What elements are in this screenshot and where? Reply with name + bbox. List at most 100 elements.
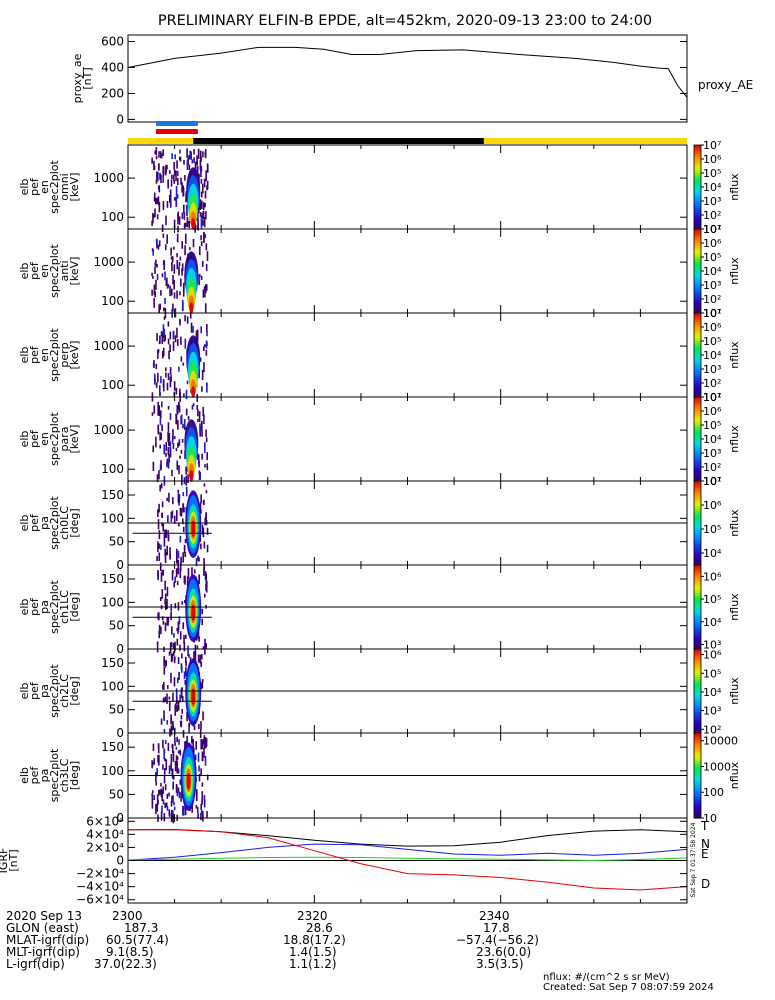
data-speckle: [181, 653, 183, 659]
data-speckle: [176, 784, 178, 793]
y-tick-label: 1000: [93, 339, 124, 353]
colorbar-segment: [694, 695, 701, 699]
y-tick-label: −4×10⁴: [76, 880, 124, 894]
data-speckle: [188, 723, 190, 734]
data-speckle: [186, 380, 189, 385]
data-speckle: [192, 739, 194, 750]
data-speckle: [155, 197, 157, 205]
colorbar-tick-label: 10⁵: [703, 167, 721, 180]
data-speckle: [178, 739, 180, 745]
colorbar-segment: [694, 212, 701, 216]
data-speckle: [182, 362, 185, 366]
data-speckle: [206, 544, 209, 553]
data-speckle: [171, 510, 174, 519]
data-speckle: [151, 289, 153, 296]
data-speckle: [176, 177, 179, 186]
data-speckle: [177, 550, 180, 559]
data-speckle: [160, 572, 163, 582]
data-speckle: [202, 289, 205, 298]
data-speckle: [196, 645, 199, 650]
colorbar-segment: [694, 502, 701, 505]
data-speckle: [159, 335, 161, 344]
data-speckle: [169, 344, 171, 353]
data-speckle: [205, 263, 208, 271]
colorbar-segment: [694, 726, 701, 729]
data-speckle: [192, 238, 195, 248]
data-speckle: [185, 193, 187, 203]
data-speckle: [162, 569, 164, 576]
data-speckle: [162, 347, 165, 357]
legend-D: D: [701, 877, 710, 891]
data-speckle: [201, 751, 204, 762]
colorbar-segment: [694, 551, 701, 554]
data-speckle: [162, 684, 164, 690]
data-speckle: [174, 603, 177, 609]
data-speckle: [180, 177, 182, 185]
colorbar-segment: [694, 630, 701, 634]
data-speckle: [179, 779, 182, 785]
colorbar-segment: [694, 492, 701, 496]
colorbar-segment: [694, 147, 701, 151]
data-speckle: [173, 180, 176, 184]
data-speckle: [167, 321, 170, 327]
data-speckle: [167, 685, 169, 689]
colorbar-segment: [694, 425, 701, 428]
colorbar-segment: [694, 541, 701, 545]
colorbar-segment: [694, 616, 701, 620]
data-speckle: [151, 790, 154, 794]
data-speckle: [159, 410, 162, 419]
data-speckle: [171, 256, 174, 263]
elfin-summary-plot: PRELIMINARY ELFIN-B EPDE, alt=452km, 202…: [0, 13, 753, 905]
data-speckle: [166, 201, 169, 208]
colorbar-tick-label: 10³: [703, 638, 721, 651]
colorbar-segment: [694, 658, 701, 662]
data-speckle: [173, 677, 176, 687]
colorbar-segment: [694, 380, 701, 384]
data-speckle: [182, 492, 185, 497]
data-speckle: [180, 666, 183, 673]
data-speckle: [168, 492, 170, 503]
data-speckle: [161, 589, 164, 599]
data-speckle: [171, 435, 174, 441]
data-speckle: [203, 346, 205, 352]
colorbar-segment: [694, 331, 701, 335]
data-speckle: [201, 453, 203, 460]
colorbar-segment: [694, 581, 701, 585]
data-speckle: [201, 654, 203, 660]
data-speckle: [197, 220, 199, 231]
data-speckle: [172, 330, 175, 340]
data-speckle: [170, 653, 173, 663]
colorbar-segment: [694, 229, 701, 232]
data-speckle: [167, 179, 169, 189]
colorbar-segment: [694, 334, 701, 337]
data-speckle: [157, 541, 159, 553]
colorbar-segment: [694, 792, 701, 795]
colorbar-segment: [694, 569, 701, 573]
data-speckle: [163, 813, 166, 822]
data-speckle: [182, 810, 185, 816]
data-speckle: [204, 737, 207, 749]
panel-proxy-ae: 0 200 400 600 proxy_ae[nT] proxy_AE: [71, 34, 753, 126]
colorbar-segment: [694, 637, 701, 641]
colorbar-segment: [694, 583, 701, 587]
colorbar-segment: [694, 567, 701, 571]
data-speckle: [198, 765, 200, 772]
data-speckle: [163, 728, 166, 734]
data-speckle: [205, 211, 207, 220]
data-speckle: [175, 688, 178, 697]
colorbar-tick-label: 10⁵: [703, 593, 721, 606]
y-axis-label: perp: [58, 342, 71, 367]
y-axis-label: pef: [28, 345, 41, 364]
data-speckle: [204, 517, 207, 526]
data-speckle: [195, 558, 198, 567]
colorbar-segment: [694, 700, 701, 704]
colorbar-segment: [694, 469, 701, 473]
data-speckle: [180, 508, 183, 517]
data-speckle: [154, 377, 156, 383]
data-speckle: [156, 641, 159, 653]
data-speckle: [172, 721, 174, 729]
data-speckle: [177, 750, 180, 754]
colorbar-tick-label: 10¹: [703, 223, 721, 236]
colorbar-segment: [694, 357, 701, 361]
colorbar-segment: [694, 660, 701, 664]
